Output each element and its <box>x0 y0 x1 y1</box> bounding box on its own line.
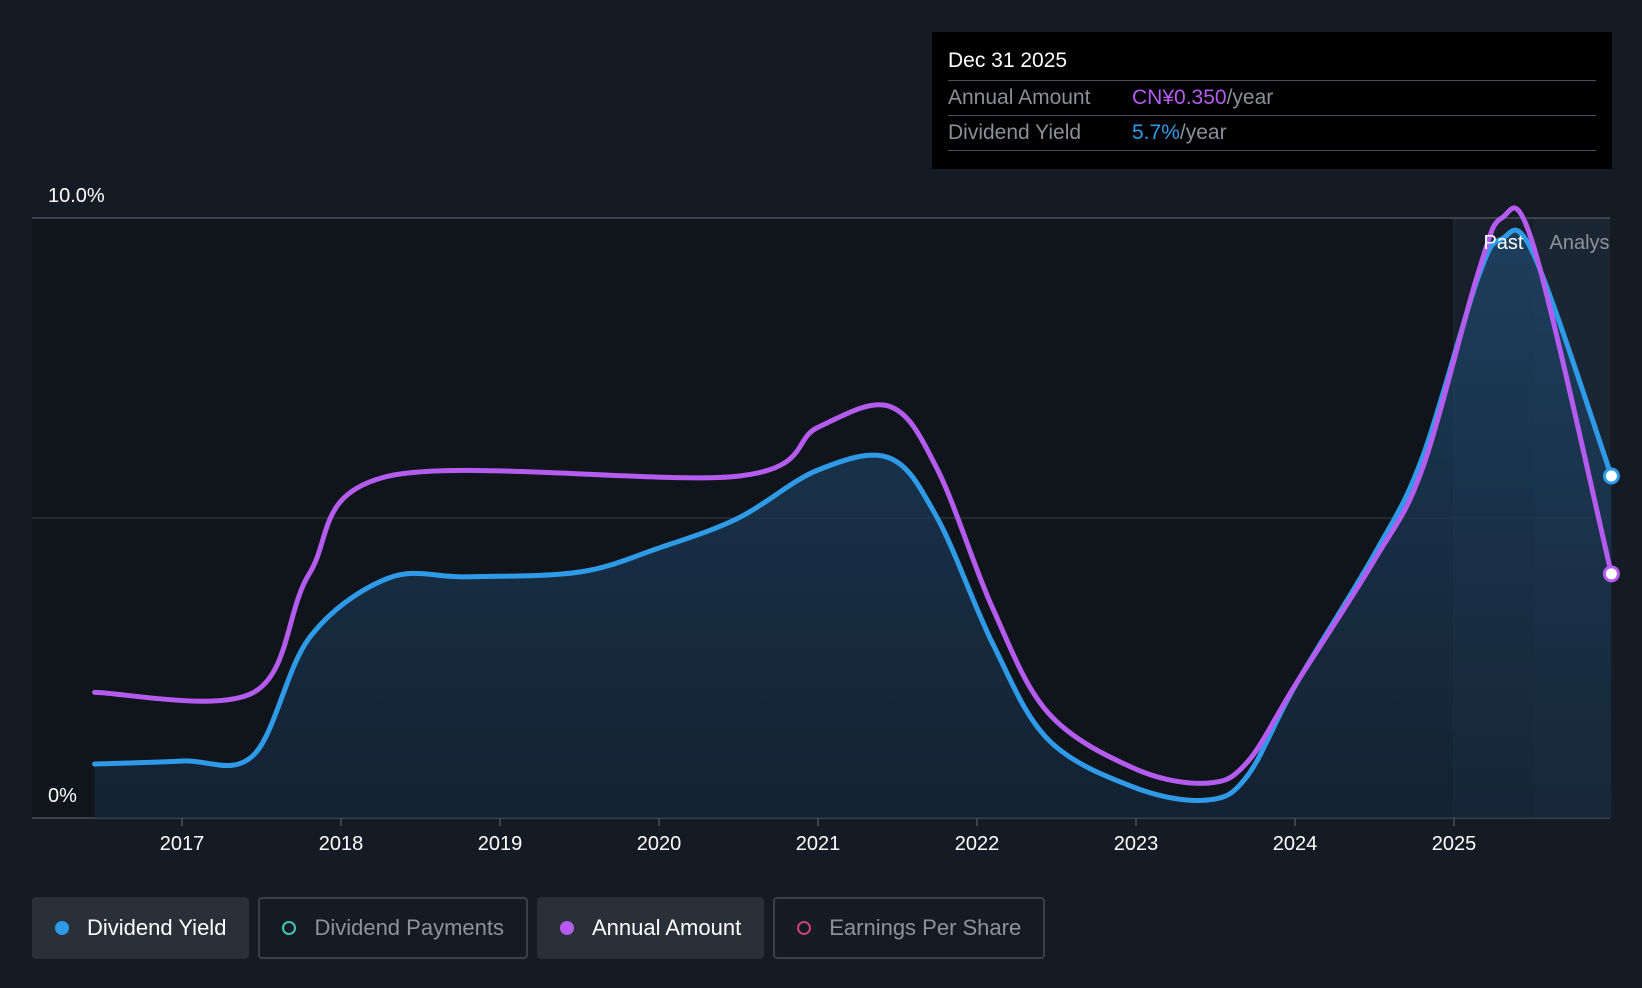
dividend-yield-area <box>94 230 1612 819</box>
x-tick-label: 2018 <box>319 833 364 855</box>
y-tick-label-min: 0% <box>48 785 77 807</box>
analyst-label: Analys <box>1550 232 1610 254</box>
annual-amount-line <box>92 205 1614 786</box>
legend-annual-amount-button[interactable]: Annual Amount <box>536 897 765 959</box>
legend-label: Dividend Payments <box>314 915 504 940</box>
tooltip-value: CN¥0.350 <box>1132 86 1227 109</box>
dividend-yield-end-marker <box>1602 467 1620 485</box>
legend-label: Annual Amount <box>591 915 742 940</box>
legend-label: Earnings Per Share <box>829 915 1022 940</box>
tooltip-label: Dividend Yield <box>948 121 1082 144</box>
tooltip-unit: /year <box>1179 121 1227 144</box>
tooltip-value: 5.7% <box>1132 121 1180 144</box>
tooltip-label: Annual Amount <box>948 86 1091 109</box>
x-tick-label: 2017 <box>160 833 205 855</box>
legend-ring-icon <box>797 921 812 935</box>
y-tick-label-max: 10.0% <box>48 185 105 207</box>
legend-dividend-yield-button[interactable]: Dividend Yield <box>32 897 250 959</box>
past-label: Past <box>1483 232 1523 254</box>
x-tick-label: 2019 <box>478 833 523 855</box>
legend-earnings-per-share-button[interactable]: Earnings Per Share <box>773 897 1046 959</box>
legend-dot-icon <box>55 921 69 935</box>
x-tick-label: 2020 <box>637 833 682 855</box>
x-tick-label: 2024 <box>1273 833 1318 855</box>
annual-amount-end-marker <box>1602 565 1620 583</box>
x-tick-label: 2025 <box>1432 833 1477 855</box>
tooltip-panel: Dec 31 2025 Annual Amount CN¥0.350 /year… <box>932 32 1612 169</box>
legend-ring-icon <box>282 921 297 935</box>
legend: Dividend Yield Dividend Payments Annual … <box>32 897 1046 959</box>
tooltip-row-dividend-yield: Dividend Yield 5.7% /year <box>948 116 1596 151</box>
x-tick-label: 2022 <box>955 833 1000 855</box>
legend-dividend-payments-button[interactable]: Dividend Payments <box>258 897 528 959</box>
x-tick-label: 2023 <box>1114 833 1159 855</box>
legend-dot-icon <box>559 921 574 935</box>
tooltip-row-annual-amount: Annual Amount CN¥0.350 /year <box>948 81 1596 116</box>
tooltip-unit: /year <box>1226 86 1274 109</box>
tooltip-date: Dec 31 2025 <box>948 46 1596 81</box>
x-tick-label: 2021 <box>796 833 841 855</box>
legend-label: Dividend Yield <box>87 915 227 940</box>
